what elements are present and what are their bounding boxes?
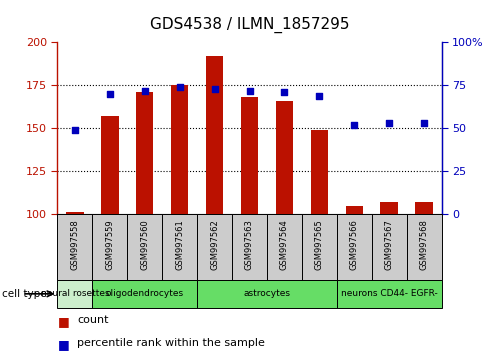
Bar (57, 280, 92, 308)
Text: GSM997558: GSM997558 (70, 219, 79, 270)
Point (106, 91, 114, 97)
Point (315, 93, 323, 98)
Point (176, 84, 184, 90)
Bar (92, 280, 197, 308)
Bar (345, 206, 363, 214)
Bar (241, 97, 258, 214)
Bar (302, 214, 337, 280)
Text: GSM997567: GSM997567 (385, 219, 394, 270)
Bar (101, 116, 119, 214)
Bar (275, 101, 293, 214)
Bar (380, 202, 398, 214)
Point (211, 86, 219, 92)
Text: ■: ■ (57, 315, 69, 328)
Point (420, 120, 428, 126)
Text: GSM997561: GSM997561 (175, 219, 184, 270)
Point (350, 122, 358, 128)
Bar (197, 280, 337, 308)
Point (385, 120, 393, 126)
Text: percentile rank within the sample: percentile rank within the sample (77, 338, 265, 348)
Text: GDS4538 / ILMN_1857295: GDS4538 / ILMN_1857295 (150, 17, 349, 33)
Text: GSM997566: GSM997566 (350, 219, 359, 270)
Bar (162, 214, 197, 280)
Bar (127, 214, 162, 280)
Bar (407, 214, 442, 280)
Text: GSM997560: GSM997560 (140, 219, 149, 270)
Text: GSM997562: GSM997562 (210, 219, 219, 270)
Bar (337, 280, 442, 308)
Bar (206, 56, 224, 214)
Point (71, 127, 79, 133)
Bar (171, 85, 189, 214)
Text: neural rosettes: neural rosettes (40, 289, 109, 298)
Bar (197, 214, 232, 280)
Text: count: count (77, 315, 109, 325)
Point (141, 88, 149, 93)
Point (246, 88, 253, 93)
Bar (66, 212, 84, 214)
Text: neurons CD44- EGFR-: neurons CD44- EGFR- (341, 289, 438, 298)
Bar (267, 214, 302, 280)
Bar (415, 202, 433, 214)
Bar (92, 214, 127, 280)
Text: GSM997564: GSM997564 (280, 219, 289, 270)
Text: GSM997563: GSM997563 (245, 219, 254, 270)
Text: astrocytes: astrocytes (244, 289, 290, 298)
Text: oligodendrocytes: oligodendrocytes (106, 289, 184, 298)
Bar (337, 214, 372, 280)
Bar (57, 214, 92, 280)
Text: GSM997559: GSM997559 (105, 219, 114, 270)
Bar (310, 130, 328, 214)
Bar (136, 92, 154, 214)
Text: GSM997568: GSM997568 (420, 219, 429, 270)
Text: ■: ■ (57, 338, 69, 351)
Text: cell type: cell type (2, 289, 47, 299)
Text: GSM997565: GSM997565 (315, 219, 324, 270)
Bar (232, 214, 267, 280)
Point (280, 90, 288, 95)
Bar (372, 214, 407, 280)
